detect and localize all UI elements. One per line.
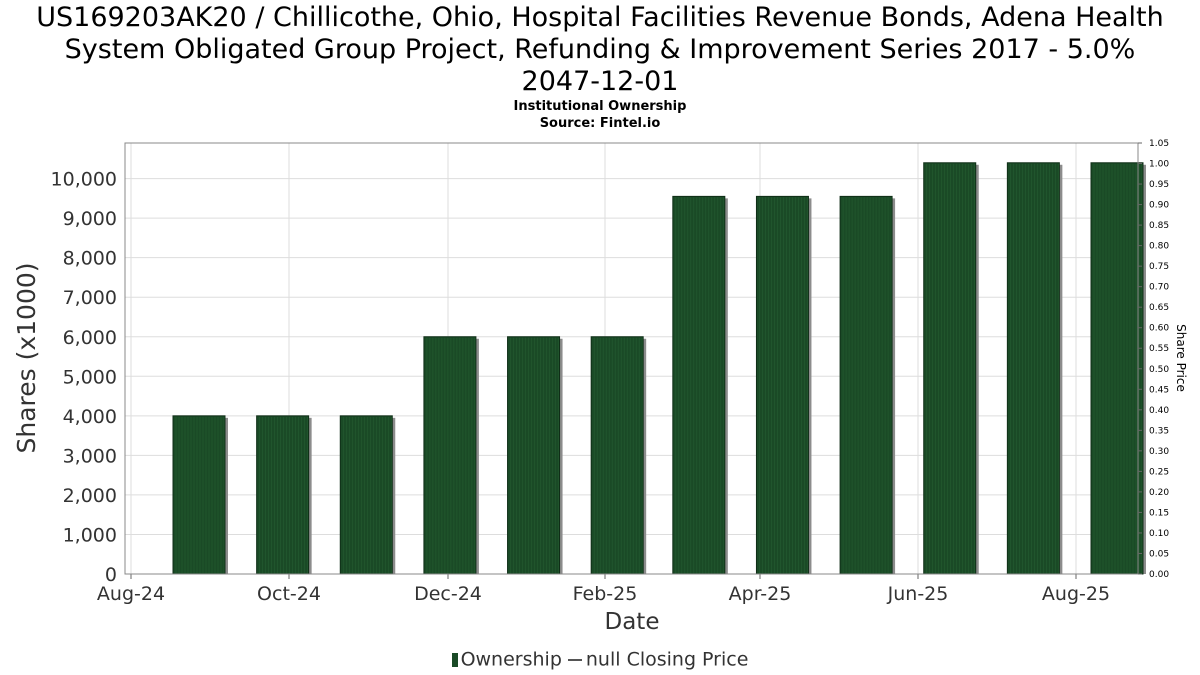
y2-tick-label: 0.65 xyxy=(1149,303,1169,313)
chart-source: Source: Fintel.io xyxy=(539,116,661,131)
y2-tick-label: 0.30 xyxy=(1149,447,1169,457)
y2-tick-label: 0.10 xyxy=(1149,529,1169,539)
y-tick-label: 5,000 xyxy=(63,366,117,388)
x-tick-label: Apr-25 xyxy=(729,583,792,605)
x-tick-label: Aug-25 xyxy=(1042,583,1110,605)
y-tick-label: 1,000 xyxy=(63,524,117,546)
y2-tick-label: 0.25 xyxy=(1149,467,1169,477)
y2-tick-label: 0.55 xyxy=(1149,344,1169,354)
ownership-bar xyxy=(1090,162,1144,575)
ownership-bar xyxy=(339,415,393,575)
ownership-bar xyxy=(507,336,561,575)
y2-tick-label: 1.00 xyxy=(1149,160,1169,170)
y2-tick-label: 0.15 xyxy=(1149,508,1169,518)
y2-tick-label: 0.20 xyxy=(1149,488,1169,498)
y-tick-label: 6,000 xyxy=(63,327,117,349)
y2-tick-label: 0.85 xyxy=(1149,221,1169,231)
y2-tick-label: 0.95 xyxy=(1149,180,1169,190)
y2-tick-label: 0.70 xyxy=(1149,283,1169,293)
y-tick-label: 8,000 xyxy=(63,248,117,270)
y-tick-label: 10,000 xyxy=(51,169,117,191)
legend-ownership-label: Ownership xyxy=(460,648,562,671)
ownership-bar xyxy=(423,336,477,575)
ownership-legend-swatch xyxy=(451,652,458,667)
chart-title-line-1: US169203AK20 / Chillicothe, Ohio, Hospit… xyxy=(36,2,1164,33)
x-axis-title: Date xyxy=(605,609,660,635)
y2-tick-label: 0.35 xyxy=(1149,426,1169,436)
y2-tick-label: 0.60 xyxy=(1149,324,1169,334)
y2-tick-label: 0.80 xyxy=(1149,242,1169,252)
y2-tick-label: 0.50 xyxy=(1149,365,1169,375)
x-tick-label: Oct-24 xyxy=(257,583,321,605)
ownership-bar xyxy=(672,195,726,575)
ownership-bar xyxy=(1006,162,1060,575)
ownership-bar xyxy=(923,162,977,575)
y-tick-label: 9,000 xyxy=(63,208,117,230)
chart-header: US169203AK20 / Chillicothe, Ohio, Hospit… xyxy=(0,2,1200,132)
x-tick-label: Aug-24 xyxy=(97,583,165,605)
y-tick-label: 4,000 xyxy=(63,406,117,428)
ownership-bar xyxy=(256,415,310,575)
y2-tick-label: 0.00 xyxy=(1149,570,1169,580)
y-tick-label: 0 xyxy=(105,564,117,586)
y2-tick-label: 1.05 xyxy=(1149,139,1169,149)
plot-border xyxy=(124,142,1139,575)
y-tick-label: 7,000 xyxy=(63,287,117,309)
x-tick-label: Feb-25 xyxy=(573,583,638,605)
y2-tick-label: 0.40 xyxy=(1149,406,1169,416)
y2-tick-label: 0.90 xyxy=(1149,201,1169,211)
y-axis-title: Shares (x1000) xyxy=(12,262,41,453)
y2-tick-label: 0.05 xyxy=(1149,549,1169,559)
y2-tick-label: 0.75 xyxy=(1149,262,1169,272)
chart-legend: Ownership null Closing Price xyxy=(0,648,1200,671)
chart-subtitle: Institutional Ownership xyxy=(513,99,687,114)
y-tick-label: 3,000 xyxy=(63,445,117,467)
y2-tick-label: 0.45 xyxy=(1149,385,1169,395)
chart-title-line-2: System Obligated Group Project, Refundin… xyxy=(64,34,1136,65)
x-tick-label: Dec-24 xyxy=(414,583,482,605)
ownership-bar xyxy=(755,195,809,575)
ownership-bar xyxy=(172,415,226,575)
x-tick-label: Jun-25 xyxy=(887,583,949,605)
ownership-bar xyxy=(590,336,644,575)
y-tick-label: 2,000 xyxy=(63,485,117,507)
chart-title-line-3: 2047-12-01 xyxy=(521,66,679,97)
y2-axis-title: Share Price xyxy=(1174,324,1188,392)
ownership-bar xyxy=(839,195,893,575)
price-legend-swatch xyxy=(567,658,582,661)
legend-price-label: null Closing Price xyxy=(585,648,749,671)
